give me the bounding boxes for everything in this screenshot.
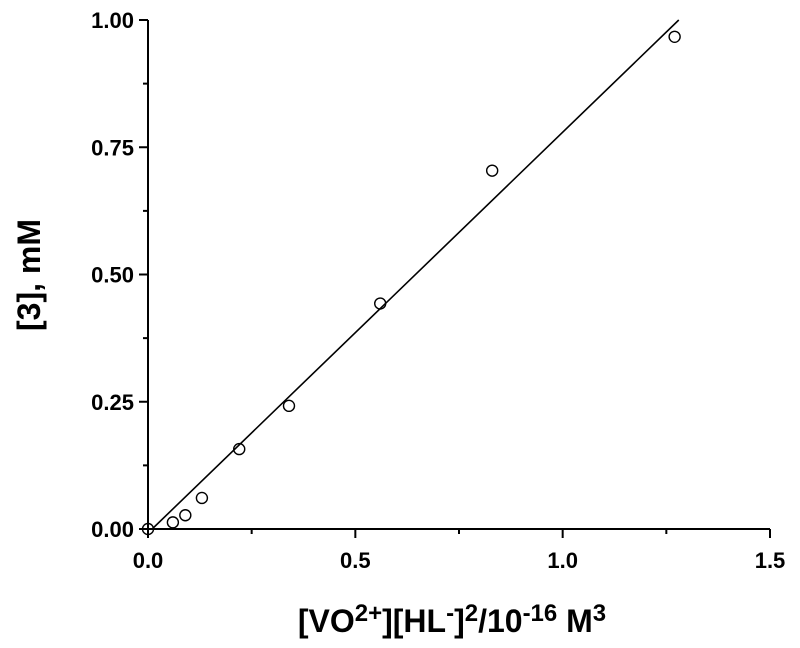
- x-axis-title-sup: 2+: [355, 600, 382, 627]
- x-axis-title-sup: -16: [523, 600, 558, 627]
- x-axis-title-part: ][HL: [382, 603, 446, 639]
- y-tick-label: 1.00: [91, 8, 134, 33]
- y-tick-label: 0.25: [91, 390, 134, 415]
- y-tick-label: 0.50: [91, 263, 134, 288]
- data-point: [668, 30, 681, 43]
- data-point: [485, 164, 499, 177]
- ticks: 0.00 0.25 0.50 0.75 1.00 0.0 0.5 1.0 1.5: [91, 8, 785, 573]
- x-axis-title-sup: 2: [465, 600, 478, 627]
- x-axis-title-part: ]: [454, 603, 465, 639]
- x-axis-title: [VO2+][HL-]2/10-16 M3: [298, 600, 606, 639]
- series: [141, 19, 681, 536]
- x-tick-label: 0.0: [133, 548, 164, 573]
- x-tick-label: 1.5: [755, 548, 786, 573]
- x-tick-label: 1.0: [547, 548, 578, 573]
- data-point: [179, 509, 192, 522]
- data-point: [166, 516, 180, 529]
- x-axis-title-sup: 3: [593, 600, 606, 627]
- x-axis-title-part: [VO: [298, 603, 355, 639]
- y-tick-label: 0.00: [91, 517, 134, 542]
- x-tick-label: 0.5: [340, 548, 371, 573]
- data-point: [195, 491, 209, 505]
- data-point: [141, 522, 155, 536]
- x-axis-title-part: M: [557, 603, 593, 639]
- fit-line: [151, 19, 680, 530]
- data-point: [282, 399, 296, 413]
- x-axis-title-sup: -: [446, 600, 454, 627]
- axes: [147, 20, 770, 530]
- y-axis-title: [3], mM: [11, 219, 47, 331]
- data-point: [374, 297, 387, 310]
- x-axis-title-part: /10: [478, 603, 522, 639]
- y-tick-label: 0.75: [91, 135, 134, 160]
